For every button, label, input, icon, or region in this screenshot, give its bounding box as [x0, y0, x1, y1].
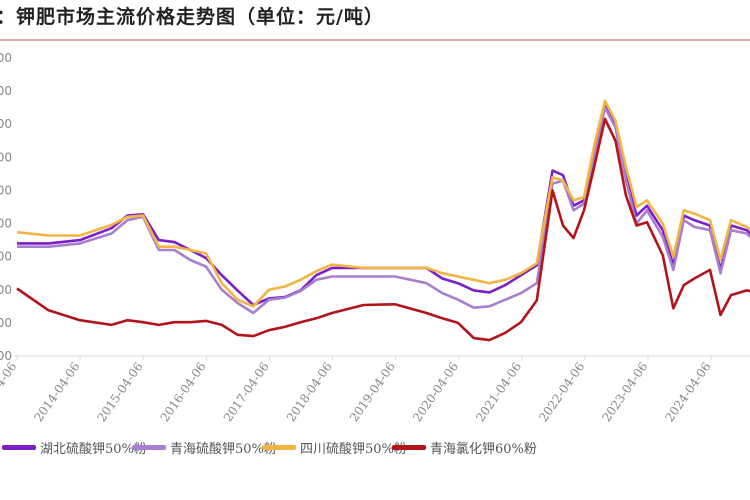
series-line-1 [17, 106, 750, 315]
y-tick-label: 2500 [0, 283, 12, 297]
legend-swatch [132, 445, 166, 450]
x-tick-label: 2013-04-06 [0, 360, 19, 425]
y-tick-label: 5000 [0, 117, 12, 131]
x-tick-label: 2023-04-06 [599, 360, 650, 425]
y-tick-label: 6000 [0, 51, 12, 65]
legend-item-sichuan-sop: 四川硫酸钾50%粉 [262, 438, 407, 457]
legend-label: 青海硫酸钾50%粉 [170, 442, 277, 457]
y-tick-label: 5500 [0, 84, 12, 98]
x-tick-label: 2019-04-06 [347, 360, 398, 425]
legend-label: 青海氯化钾60%粉 [430, 442, 537, 457]
legend-item-hubei-sop: 湖北硫酸钾50%粉 [2, 438, 147, 457]
y-tick-label: 4500 [0, 150, 12, 164]
legend-item-qinghai-kcl: 青海氯化钾60%粉 [392, 438, 537, 457]
y-tick-label: 3500 [0, 217, 12, 231]
x-tick-label: 2020-04-06 [410, 360, 461, 425]
x-tick-label: 2018-04-06 [284, 360, 335, 425]
legend-swatch [262, 445, 296, 450]
series-line-3 [16, 117, 750, 342]
x-tick-label: 2017-04-06 [221, 360, 272, 425]
y-tick-label: 4000 [0, 183, 12, 197]
chart-title: ：钾肥市场主流价格走势图（单位：元/吨） [0, 6, 384, 28]
x-axis: 2013-04-06 2014-04-06 2015-04-06 2016-04-06… [0, 356, 714, 424]
legend-label: 湖北硫酸钾50%粉 [40, 442, 147, 457]
legend-swatch [392, 445, 426, 450]
x-tick-label: 2021-04-06 [473, 360, 524, 425]
x-tick-label: 2024-04-06 [662, 360, 713, 425]
series-line-2 [16, 99, 750, 308]
x-tick-label: 2014-04-06 [31, 360, 82, 425]
y-axis: 1500 2000 2500 3000 3500 4000 4500 5000 5500 6000 [0, 51, 750, 363]
x-tick-label: 2015-04-06 [95, 360, 146, 425]
series-lines [16, 99, 750, 342]
x-tick-label: 2022-04-06 [536, 360, 587, 425]
legend-label: 四川硫酸钾50%粉 [300, 442, 407, 457]
x-tick-label: 2016-04-06 [158, 360, 209, 425]
y-tick-label: 1500 [0, 349, 12, 363]
legend: 湖北硫酸钾50%粉 青海硫酸钾50%粉 四川硫酸钾50%粉 青海氯化钾60%粉 [0, 438, 750, 460]
y-tick-label: 2000 [0, 316, 12, 330]
legend-item-qinghai-sop: 青海硫酸钾50%粉 [132, 438, 277, 457]
series-line-0 [17, 104, 750, 307]
y-tick-label: 3000 [0, 250, 12, 264]
legend-swatch [2, 445, 36, 450]
